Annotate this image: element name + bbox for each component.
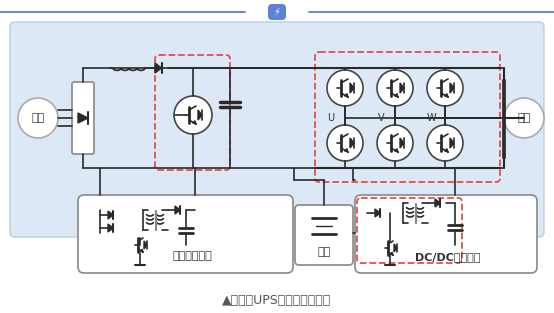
Text: 负载: 负载 — [517, 113, 531, 123]
Polygon shape — [350, 83, 354, 93]
Circle shape — [377, 125, 413, 161]
Circle shape — [427, 125, 463, 161]
Polygon shape — [450, 83, 454, 93]
FancyBboxPatch shape — [268, 4, 286, 20]
Circle shape — [504, 98, 544, 138]
Text: U: U — [327, 113, 335, 123]
Circle shape — [174, 96, 212, 134]
Polygon shape — [175, 206, 180, 214]
FancyBboxPatch shape — [72, 82, 94, 154]
Polygon shape — [375, 209, 380, 217]
Polygon shape — [394, 244, 397, 252]
Polygon shape — [78, 113, 88, 123]
Text: W: W — [426, 113, 436, 123]
Polygon shape — [450, 138, 454, 148]
Text: 电池充电电路: 电池充电电路 — [172, 251, 212, 261]
Text: DC/DC变换电路: DC/DC变换电路 — [416, 252, 481, 262]
Text: 电池: 电池 — [317, 247, 331, 257]
FancyBboxPatch shape — [78, 195, 293, 273]
Text: ▲在线式UPS典型应用拓扑图: ▲在线式UPS典型应用拓扑图 — [222, 294, 332, 306]
Polygon shape — [144, 241, 147, 249]
Polygon shape — [400, 138, 404, 148]
Polygon shape — [155, 63, 162, 73]
Polygon shape — [108, 224, 113, 232]
Polygon shape — [198, 110, 202, 120]
Circle shape — [327, 125, 363, 161]
Circle shape — [18, 98, 58, 138]
Polygon shape — [435, 199, 440, 207]
Polygon shape — [350, 138, 354, 148]
Polygon shape — [108, 211, 113, 219]
Circle shape — [427, 70, 463, 106]
Polygon shape — [400, 83, 404, 93]
Circle shape — [327, 70, 363, 106]
FancyBboxPatch shape — [355, 195, 537, 273]
Text: V: V — [378, 113, 384, 123]
Circle shape — [377, 70, 413, 106]
FancyBboxPatch shape — [295, 205, 353, 265]
Text: ⚡: ⚡ — [274, 7, 280, 17]
FancyBboxPatch shape — [10, 22, 544, 237]
Text: 电网: 电网 — [32, 113, 45, 123]
